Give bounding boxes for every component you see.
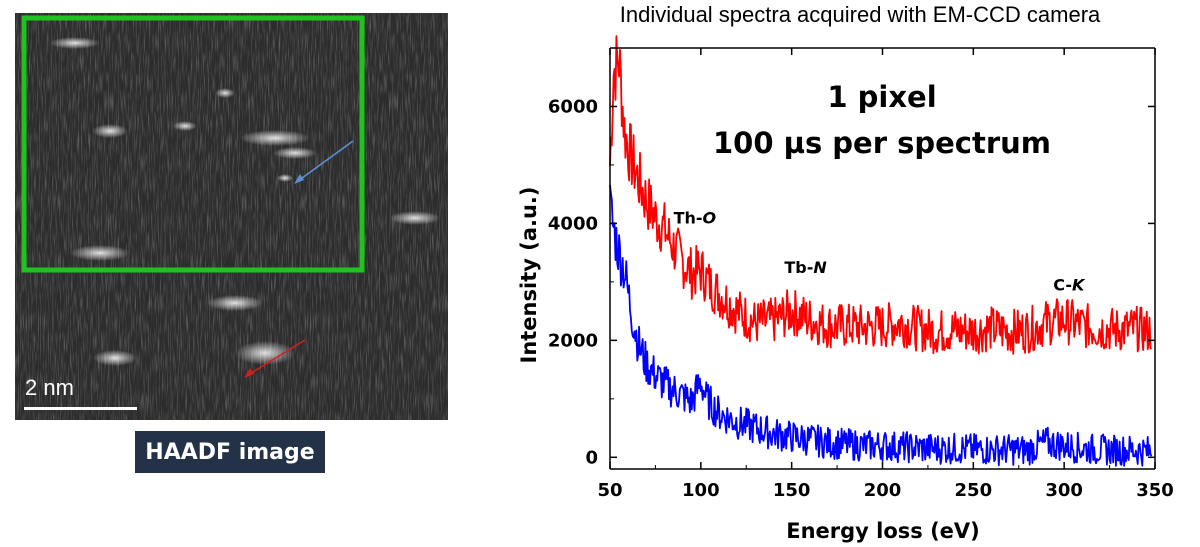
y-tick-label: 4000 — [548, 213, 598, 234]
x-tick-label: 250 — [955, 480, 993, 501]
blue-arrow — [294, 140, 354, 184]
y-tick-label: 6000 — [548, 96, 598, 117]
red-arrow — [244, 339, 306, 378]
edge-label-0: Th-O — [674, 208, 717, 227]
bright-spots — [50, 37, 440, 366]
y-tick-label: 0 — [585, 447, 598, 468]
x-tick-label: 50 — [597, 480, 622, 501]
roi-rectangle — [21, 15, 365, 273]
series-line-1 — [609, 184, 1153, 467]
haadf-caption: HAADF image — [135, 431, 325, 473]
x-tick-label: 350 — [1136, 480, 1174, 501]
x-tick-label: 150 — [773, 480, 811, 501]
scale-bar — [24, 407, 137, 410]
haadf-image — [15, 13, 448, 420]
scale-bar-label: 2 nm — [25, 375, 74, 400]
y-tick-label: 2000 — [548, 330, 598, 351]
x-tick-label: 300 — [1045, 480, 1083, 501]
plot-area: 50 100 150 200 250 300 350 0 2000 4000 6000 Th-O Tb-… — [548, 35, 1174, 501]
x-tick-label: 100 — [682, 480, 720, 501]
annotation-timing: 100 µs per spectrum — [713, 126, 1051, 160]
edge-label-2: C-K — [1053, 276, 1086, 295]
x-tick-label: 200 — [864, 480, 902, 501]
edge-label-1: Tb-N — [784, 258, 827, 277]
spectrum-chart: Individual spectra acquired with EM-CCD … — [517, 2, 1174, 543]
annotation-pixel: 1 pixel — [827, 80, 936, 114]
series-line-0 — [609, 35, 1152, 355]
y-axis-label: Intensity (a.u.) — [517, 186, 541, 363]
haadf-panel: 2 nm — [15, 13, 448, 420]
chart-title: Individual spectra acquired with EM-CCD … — [620, 2, 1101, 27]
x-axis-label: Energy loss (eV) — [786, 519, 980, 543]
